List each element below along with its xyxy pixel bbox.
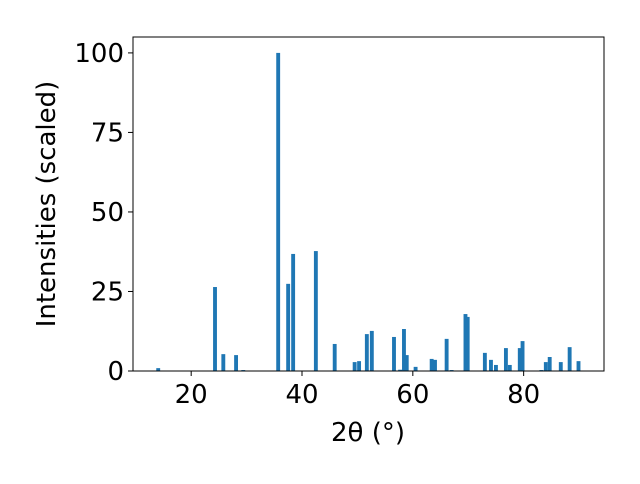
bar bbox=[463, 314, 468, 371]
bar bbox=[213, 287, 217, 371]
bar bbox=[494, 364, 498, 371]
bar bbox=[489, 359, 493, 371]
bar bbox=[503, 348, 508, 371]
bar bbox=[369, 330, 374, 371]
x-axis-label: 2θ (°) bbox=[331, 418, 405, 448]
bar bbox=[392, 336, 396, 371]
y-axis-label: Intensities (scaled) bbox=[32, 81, 62, 328]
bar bbox=[221, 354, 226, 371]
bar bbox=[404, 355, 409, 371]
bar bbox=[398, 369, 403, 371]
x-tick-label: 80 bbox=[507, 380, 540, 410]
plot-frame bbox=[132, 36, 605, 372]
x-tick-label: 40 bbox=[285, 380, 318, 410]
bar bbox=[413, 366, 418, 371]
bar bbox=[567, 347, 572, 371]
bar bbox=[313, 251, 318, 371]
bar bbox=[444, 338, 449, 371]
bar bbox=[507, 364, 512, 371]
bar bbox=[291, 253, 296, 371]
bar bbox=[364, 334, 369, 371]
bar bbox=[558, 362, 563, 371]
bar bbox=[156, 368, 161, 371]
bar bbox=[482, 352, 487, 371]
bar bbox=[352, 362, 357, 371]
y-tick-label: 0 bbox=[107, 357, 124, 387]
y-tick-label: 50 bbox=[91, 198, 124, 228]
bar bbox=[547, 357, 552, 371]
bar bbox=[276, 52, 281, 372]
bar bbox=[429, 358, 434, 371]
bar bbox=[332, 343, 337, 371]
y-tick-label: 100 bbox=[74, 39, 124, 69]
bar bbox=[576, 361, 581, 371]
bar bbox=[286, 283, 291, 371]
x-tick-label: 20 bbox=[175, 380, 208, 410]
bar bbox=[357, 361, 362, 371]
bar bbox=[402, 329, 406, 371]
bar bbox=[520, 341, 525, 371]
bar bbox=[465, 316, 470, 371]
y-tick-label: 75 bbox=[91, 118, 124, 148]
bar bbox=[543, 362, 548, 371]
bar bbox=[234, 355, 239, 371]
y-tick-label: 25 bbox=[91, 277, 124, 307]
x-tick-label: 60 bbox=[396, 380, 429, 410]
bar bbox=[517, 348, 522, 371]
bar bbox=[433, 359, 437, 371]
